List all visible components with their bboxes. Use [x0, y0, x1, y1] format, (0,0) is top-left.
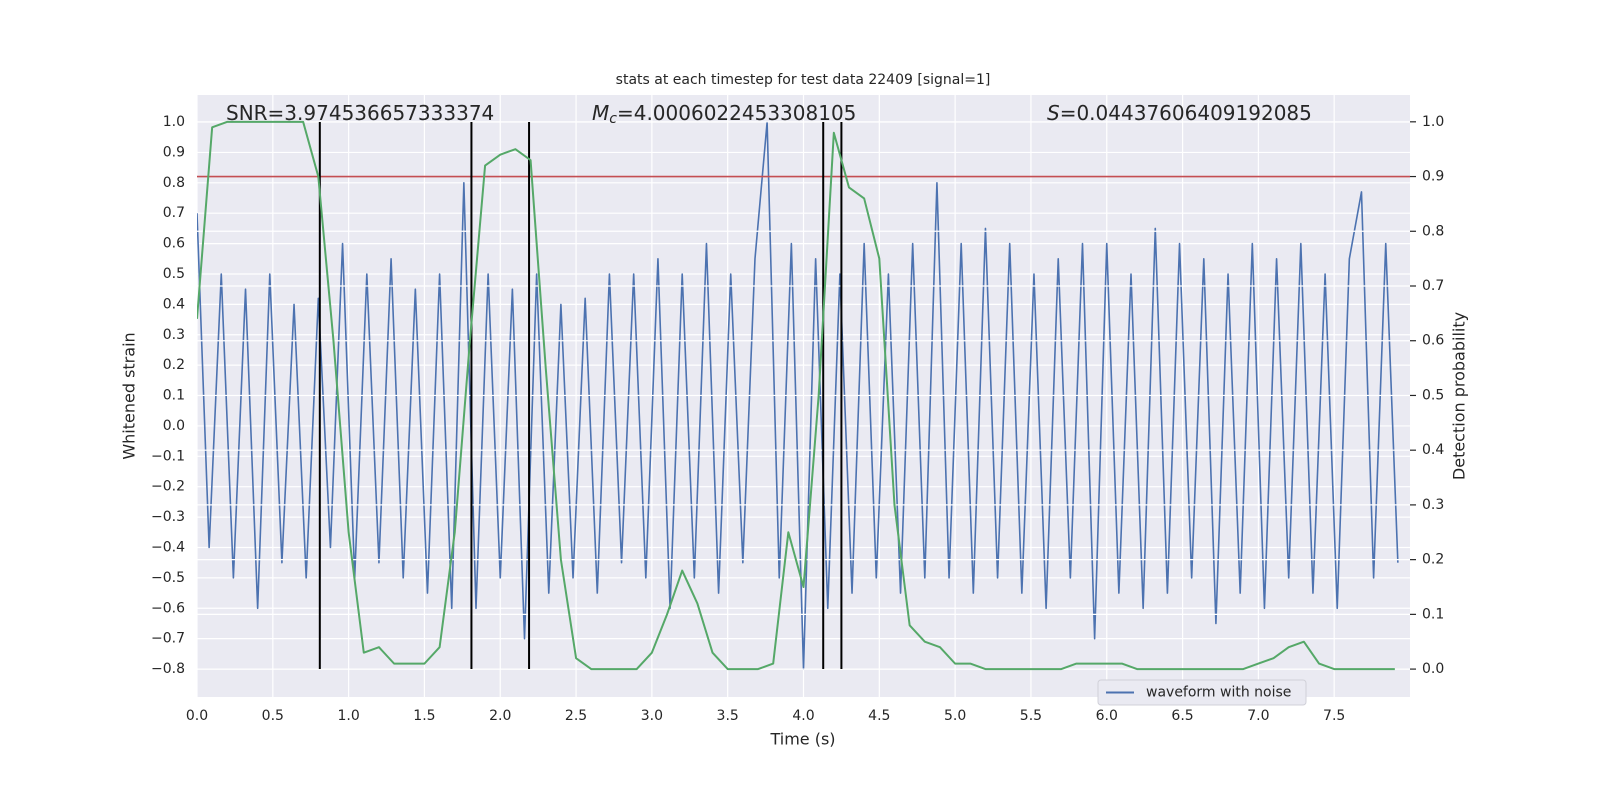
y-tick-label: −0.4: [151, 539, 185, 555]
y-tick-label: 0.5: [163, 266, 185, 282]
legend-box: [1097, 679, 1307, 706]
y2-tick-label: 0.5: [1422, 387, 1444, 403]
y2-tick-label: 0.4: [1422, 442, 1444, 458]
x-tick-label: 6.5: [1171, 708, 1193, 724]
x-tick-label: 5.5: [1020, 708, 1042, 724]
annotation: S=0.04437606409192085: [1047, 101, 1312, 125]
x-tick-label: 3.0: [641, 708, 663, 724]
y-tick-label: 0.1: [163, 388, 185, 404]
y2-tick-label: 0.6: [1422, 333, 1444, 349]
chart-title: stats at each timestep for test data 224…: [616, 72, 991, 88]
y-tick-label: −0.1: [151, 448, 185, 464]
y2-tick-label: 0.3: [1422, 497, 1444, 513]
waveform-line: [197, 121, 1399, 670]
y2-tick-label: 0.0: [1422, 661, 1444, 677]
x-tick-label: 0.0: [186, 708, 208, 724]
x-tick-label: 4.0: [792, 708, 814, 724]
y-tick-label: 1.0: [163, 114, 185, 130]
y2-tick-label: 0.1: [1422, 606, 1444, 622]
y-axis-label: Whitened strain: [120, 332, 139, 459]
x-tick-label: 2.0: [489, 708, 511, 724]
y-tick-label: −0.7: [151, 631, 185, 647]
plot-layer: [197, 95, 1410, 697]
x-tick-label: 3.5: [717, 708, 739, 724]
y-tick-label: 0.0: [163, 418, 185, 434]
y-tick-label: 0.7: [163, 205, 185, 221]
y-tick-label: 0.6: [163, 236, 185, 252]
y-tick-label: −0.5: [151, 570, 185, 586]
x-tick-label: 1.0: [337, 708, 359, 724]
annotation: Mc=4.0006022453308105: [592, 101, 856, 128]
y2-tick-label: 0.7: [1422, 278, 1444, 294]
probability-line: [197, 120, 1395, 671]
y-tick-label: −0.8: [151, 661, 185, 677]
x-tick-label: 4.5: [868, 708, 890, 724]
annotation-text: =0.04437606409192085: [1060, 101, 1312, 125]
annotation-symbol: M: [592, 101, 609, 125]
y-tick-label: 0.2: [163, 357, 185, 373]
y-tick-label: −0.2: [151, 479, 185, 495]
x-tick-label: 6.0: [1096, 708, 1118, 724]
y-tick-label: 0.9: [163, 144, 185, 160]
y-tick-label: −0.3: [151, 509, 185, 525]
x-tick-label: 2.5: [565, 708, 587, 724]
annotation-subscript: c: [609, 111, 617, 127]
y2-tick-label: 0.8: [1422, 223, 1444, 239]
y-tick-label: −0.6: [151, 600, 185, 616]
annotation-symbol: S: [1047, 101, 1060, 125]
x-tick-label: 7.0: [1247, 708, 1269, 724]
x-tick-label: 5.0: [944, 708, 966, 724]
y2-axis-label: Detection probability: [1450, 312, 1469, 480]
legend-label: waveform with noise: [1146, 685, 1291, 701]
x-tick-label: 7.5: [1323, 708, 1345, 724]
y2-tick-label: 0.9: [1422, 169, 1444, 185]
x-tick-label: 1.5: [413, 708, 435, 724]
annotation-text: SNR=3.974536657333374: [226, 101, 494, 125]
x-axis-label: Time (s): [769, 730, 835, 749]
x-tick-label: 0.5: [262, 708, 284, 724]
annotation-text: =4.0006022453308105: [617, 101, 856, 125]
annotation: SNR=3.974536657333374: [226, 101, 494, 125]
y-tick-label: 0.4: [163, 296, 185, 312]
y-tick-label: 0.3: [163, 327, 185, 343]
y-tick-label: 0.8: [163, 175, 185, 191]
y2-tick-label: 0.2: [1422, 552, 1444, 568]
y2-tick-label: 1.0: [1422, 114, 1444, 130]
